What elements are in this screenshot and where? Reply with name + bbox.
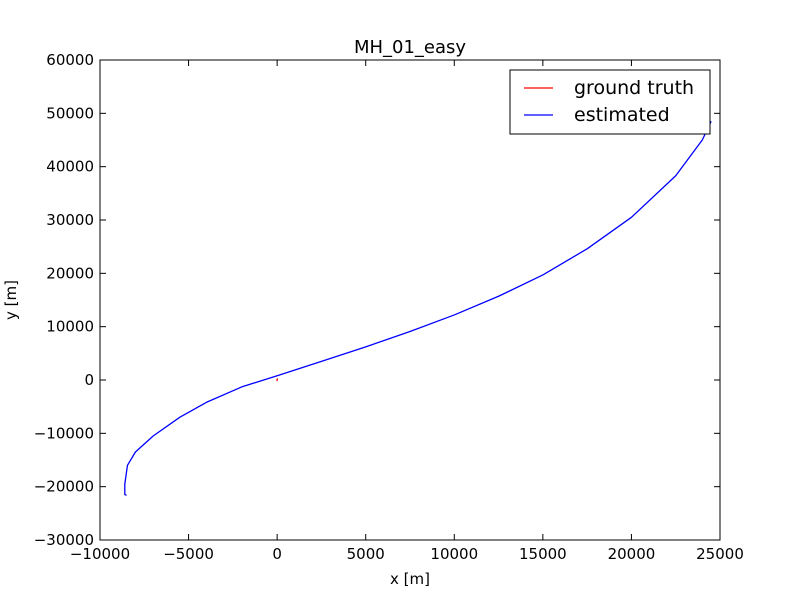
plot-frame (99, 59, 721, 541)
legend-label-ground-truth: ground truth (574, 77, 694, 99)
x-tick-label: 10000 (430, 545, 478, 563)
y-tick-label: 10000 (46, 318, 94, 336)
legend-label-estimated: estimated (574, 104, 670, 126)
x-tick-label: 5000 (347, 545, 385, 563)
x-tick-label: −5000 (163, 545, 214, 563)
x-tick-label: 25000 (696, 545, 744, 563)
y-tick-label: 20000 (46, 264, 94, 282)
legend: ground truth estimated (509, 69, 711, 135)
y-tick-label: 50000 (46, 104, 94, 122)
y-tick-label: −30000 (34, 531, 94, 549)
x-tick-label: 0 (272, 545, 282, 563)
axis-ticks: −10000 −5000 0 5000 10000 15000 20000 25000 −300… (34, 51, 744, 563)
y-tick-label: 30000 (46, 211, 94, 229)
legend-box (509, 69, 711, 135)
y-tick-label: 40000 (46, 158, 94, 176)
chart-title: MH_01_easy (354, 37, 466, 58)
x-tick-label: 15000 (519, 545, 567, 563)
plot-area (124, 121, 712, 496)
x-tick-label: −10000 (70, 545, 130, 563)
x-axis-label: x [m] (390, 570, 430, 588)
y-tick-label: 0 (84, 371, 94, 389)
y-tick-label: −10000 (34, 424, 94, 442)
y-tick-label: −20000 (34, 478, 94, 496)
series-line-estimated (124, 121, 712, 496)
y-tick-label: 60000 (46, 51, 94, 69)
y-axis-label: y [m] (2, 280, 20, 320)
x-tick-label: 20000 (608, 545, 656, 563)
